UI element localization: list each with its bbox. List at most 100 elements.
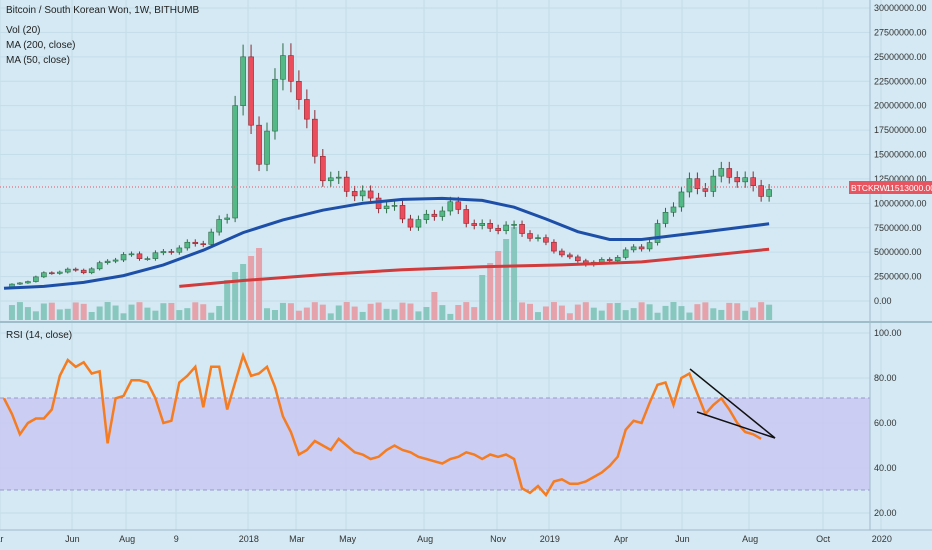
candle-body: [72, 268, 79, 271]
volume-bar: [224, 280, 231, 320]
volume-bar: [638, 302, 645, 320]
candle-body: [702, 188, 709, 192]
candle-body: [646, 242, 653, 250]
candle-body: [80, 269, 87, 274]
volume-bar: [375, 302, 382, 320]
time-tick-label: ar: [0, 534, 3, 544]
volume-bar: [176, 310, 183, 320]
volume-bar: [471, 307, 478, 320]
volume-bar: [439, 305, 446, 320]
candle-body: [423, 213, 430, 220]
volume-bar: [766, 304, 773, 320]
candle-body: [662, 211, 669, 224]
candle-body: [598, 259, 605, 263]
volume-bar: [582, 302, 589, 320]
volume-bar: [112, 305, 119, 320]
candle-body: [104, 260, 111, 264]
candle-body: [758, 185, 764, 197]
volume-bar: [16, 302, 23, 320]
volume-bar: [88, 312, 95, 320]
candle-body: [447, 201, 454, 212]
volume-bar: [534, 312, 541, 320]
volume-bar: [527, 303, 534, 320]
legend-ma200[interactable]: MA (200, close): [6, 40, 75, 51]
ma50-line: [3, 196, 770, 290]
price-axis[interactable]: 30000000.00 27500000.00 25000000.00 2250000…: [874, 3, 927, 306]
candle-body: [264, 130, 270, 165]
volume-bar: [566, 313, 573, 320]
candle-body: [527, 233, 533, 239]
volume-bar: [622, 310, 629, 320]
candle-body: [25, 281, 31, 284]
candle-body: [503, 224, 509, 232]
volume-bar: [399, 302, 406, 320]
candle-body: [136, 253, 143, 259]
time-axis[interactable]: ar Jun Aug 9 2018 Mar May Aug Nov 2019 Apr Jun Aug Oc…: [0, 534, 892, 544]
volume-bar: [216, 305, 223, 320]
candle-body: [606, 259, 613, 262]
candle-body: [176, 247, 183, 253]
time-tick-label: 2018: [239, 534, 259, 544]
price-tick-label: 30000000.00: [874, 3, 927, 13]
rsi-line: [2, 351, 762, 498]
chart-title: Bitcoin / South Korean Won, 1W, BITHUMB: [6, 5, 200, 16]
candle-body: [184, 241, 191, 249]
candle-body: [128, 253, 135, 256]
rsi-tick-label: 60.00: [874, 418, 897, 428]
volume-bar: [590, 307, 597, 320]
price-badge-value: 11513000.00: [886, 183, 932, 193]
candle-body: [160, 251, 167, 254]
volume-bar: [630, 308, 637, 320]
volume-bar: [271, 310, 278, 320]
candle-body: [407, 218, 414, 228]
volume-bar: [415, 311, 422, 320]
candle-body: [304, 99, 310, 120]
time-tick-label: 2020: [872, 534, 892, 544]
legend-ma50[interactable]: MA (50, close): [6, 55, 70, 66]
candle-body: [152, 252, 159, 259]
volume-bar: [614, 302, 621, 320]
trendline-upper[interactable]: [689, 368, 776, 439]
candle-body: [17, 282, 23, 285]
time-tick-label: Jun: [65, 534, 80, 544]
volume-bar: [64, 308, 71, 320]
ma200-line: [179, 247, 770, 288]
time-tick-label: Aug: [742, 534, 758, 544]
volume-bar: [327, 313, 334, 320]
candle-body: [551, 241, 557, 252]
candle-body: [96, 262, 103, 270]
volume-bar: [758, 302, 765, 320]
candle-body: [622, 249, 629, 258]
volume-bar: [558, 305, 565, 320]
volume-bar: [240, 264, 247, 320]
volume-bar: [96, 306, 103, 320]
price-tick-label: 22500000.00: [874, 76, 927, 86]
rsi-axis[interactable]: 100.00 80.00 60.00 40.00 20.00: [874, 328, 902, 518]
candle-body: [144, 258, 151, 260]
volume-bar: [455, 305, 462, 320]
candle-body: [766, 189, 772, 197]
candle-body: [399, 205, 406, 220]
candle-body: [256, 124, 262, 165]
volume-bar: [686, 312, 693, 320]
candle-body: [216, 219, 222, 233]
candle-body: [200, 243, 207, 246]
candle-body: [232, 105, 238, 219]
candle-body: [288, 55, 294, 82]
candle-body: [335, 176, 342, 179]
volume-bar: [8, 305, 15, 320]
candle-body: [487, 223, 493, 229]
price-badge: BTCKRW 11513000.00: [849, 181, 932, 194]
volume-bar: [662, 305, 669, 320]
volume-bar: [264, 308, 271, 320]
candle-body: [192, 241, 199, 245]
legend-vol[interactable]: Vol (20): [6, 25, 40, 36]
volume-bar: [80, 303, 87, 320]
candle-body: [327, 177, 334, 182]
candle-body: [559, 250, 565, 256]
legend-rsi[interactable]: RSI (14, close): [6, 330, 72, 341]
price-tick-label: 10000000.00: [874, 198, 927, 208]
trendline-lower[interactable]: [696, 411, 776, 439]
candle-body: [535, 237, 541, 239]
